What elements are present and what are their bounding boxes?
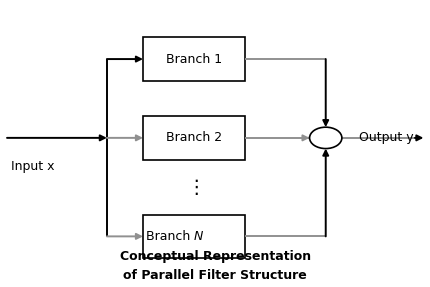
Text: Branch 2: Branch 2 <box>166 131 221 144</box>
Text: N: N <box>194 230 203 243</box>
Circle shape <box>309 127 341 149</box>
Text: Branch: Branch <box>145 230 194 243</box>
Text: Conceptual Representation: Conceptual Representation <box>120 250 310 263</box>
FancyBboxPatch shape <box>143 215 244 258</box>
Text: ⋮: ⋮ <box>186 178 206 197</box>
Text: Branch 1: Branch 1 <box>166 53 221 65</box>
FancyBboxPatch shape <box>143 116 244 160</box>
FancyBboxPatch shape <box>143 37 244 81</box>
Text: Output y: Output y <box>358 131 412 144</box>
Text: of Parallel Filter Structure: of Parallel Filter Structure <box>123 269 307 282</box>
Text: Input x: Input x <box>11 160 55 172</box>
